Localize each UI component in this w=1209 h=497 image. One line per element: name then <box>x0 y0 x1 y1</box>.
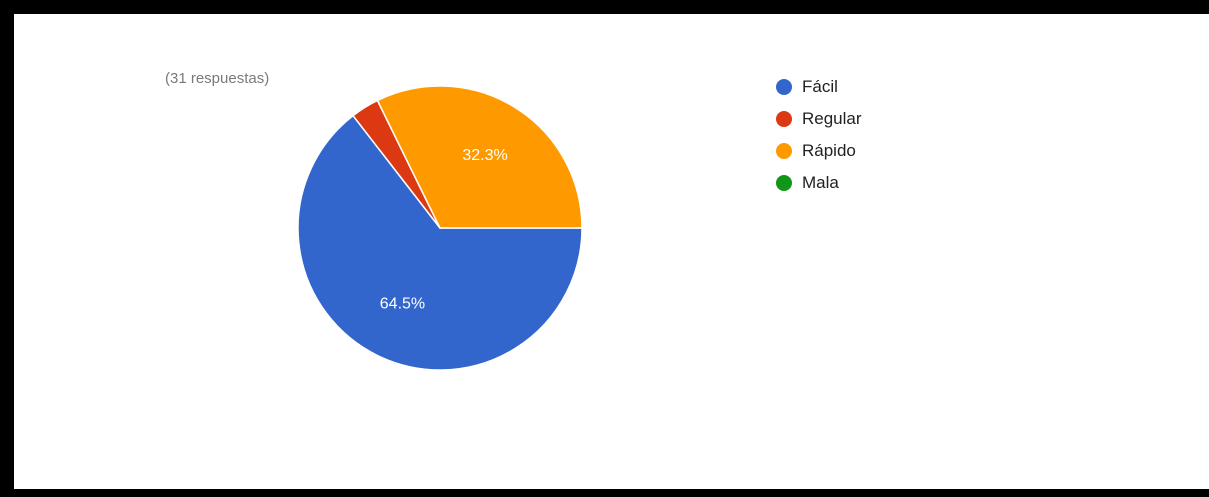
legend-swatch-rapido <box>776 143 792 159</box>
response-count: (31 respuestas) <box>165 70 270 87</box>
pie-slice-facil[interactable] <box>297 114 583 371</box>
legend-label-facil: Fácil <box>802 77 838 96</box>
slice-label-rapido: 32.3% <box>462 147 507 164</box>
legend-label-mala: Mala <box>802 173 839 192</box>
chart-panel: (31 respuestas) 64.5% 32.3% Fácil Regular… <box>14 14 1209 489</box>
legend-item-facil[interactable]: Fácil <box>776 75 862 99</box>
legend-item-regular[interactable]: Regular <box>776 107 862 131</box>
legend-label-rapido: Rápido <box>802 141 856 160</box>
pie-chart: 64.5% 32.3% <box>297 85 583 371</box>
legend-item-mala[interactable]: Mala <box>776 171 862 195</box>
legend-label-regular: Regular <box>802 109 862 128</box>
pie-slice-rapido[interactable] <box>376 85 583 229</box>
legend-item-rapido[interactable]: Rápido <box>776 139 862 163</box>
legend-swatch-facil <box>776 79 792 95</box>
chart-legend: Fácil Regular Rápido Mala <box>776 75 862 203</box>
legend-swatch-regular <box>776 111 792 127</box>
slice-label-facil: 64.5% <box>380 296 425 313</box>
legend-swatch-mala <box>776 175 792 191</box>
